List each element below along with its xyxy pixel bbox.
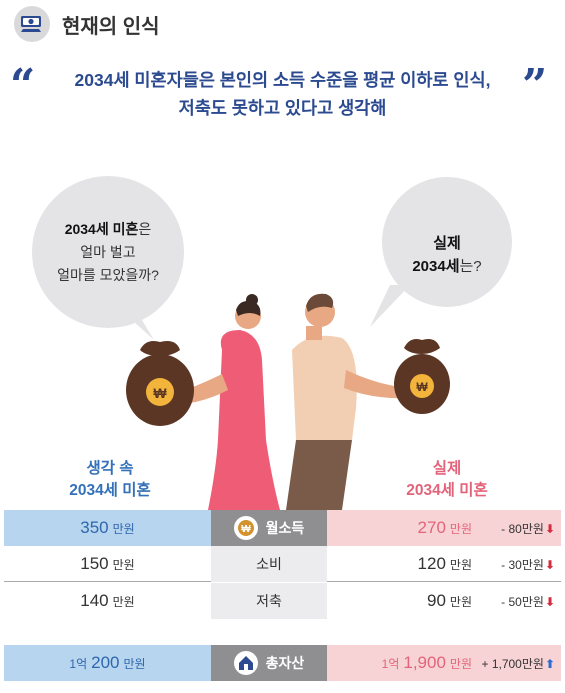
spending-diff-text: - 30만원 <box>501 557 544 572</box>
imagined-income-value: 350 <box>80 518 109 537</box>
assets-diff: + 1,700만원⬆ <box>477 655 555 672</box>
bubble-left-text: 2034세 미혼은 얼마 벌고 얼마를 모았을까? <box>32 218 184 287</box>
svg-text:₩: ₩ <box>241 524 251 535</box>
actual-savings-unit: 만원 <box>449 595 472 609</box>
bubble-right-suffix: 는? <box>459 258 482 275</box>
imagined-spending-value: 150 <box>80 554 109 573</box>
row-label-income-text: 월소득 <box>265 520 305 536</box>
actual-savings-value-wrap: 90 만원 <box>357 591 472 611</box>
imagined-savings: 140 만원 <box>4 583 211 619</box>
won-coin-icon: ₩ <box>233 516 258 540</box>
actual-savings-value: 90 <box>426 591 446 610</box>
savings-diff: - 50만원⬇ <box>477 593 555 610</box>
svg-text:₩: ₩ <box>416 380 428 394</box>
row-label-income: ₩ 월소득 <box>211 510 327 546</box>
arrow-down-icon: ⬇ <box>544 557 555 572</box>
column-header-imagined: 생각 속 2034세 미혼 <box>35 458 185 502</box>
actual-spending-value: 120 <box>417 554 446 573</box>
imagined-savings-unit: 만원 <box>112 594 135 609</box>
bubble-right-line1: 실제 <box>433 235 461 252</box>
row-label-assets-text: 총자산 <box>265 655 305 671</box>
actual-assets: 1억 1,900 만원 + 1,700만원⬆ <box>327 645 561 681</box>
bubble-right-text: 실제 2034세는? <box>382 232 512 278</box>
column-header-actual-line2: 2034세 미혼 <box>406 482 488 499</box>
money-bag-right-icon: ₩ <box>394 339 450 414</box>
actual-assets-value-wrap: 1억 1,900 만원 <box>357 653 472 673</box>
imagined-spending-unit: 만원 <box>112 557 135 572</box>
close-quote-icon: ” <box>522 60 548 111</box>
actual-income-value-wrap: 270 만원 <box>357 518 472 538</box>
arrow-up-icon: ⬆ <box>544 656 555 671</box>
money-bill-icon <box>14 6 50 42</box>
actual-assets-value: 1,900 <box>403 653 446 672</box>
column-header-actual: 실제 2034세 미혼 <box>372 458 522 502</box>
actual-spending-unit: 만원 <box>449 558 472 572</box>
bubble-left-bold: 2034세 미혼 <box>64 221 139 237</box>
table-row-total-assets: 1억 200 만원 총자산 1억 1,900 만원 + 1,700만원⬆ <box>4 645 561 681</box>
actual-savings: 90 만원 - 50만원⬇ <box>327 583 561 619</box>
table-row-income: 350 만원 ₩ 월소득 270 만원 - 80만원⬇ <box>4 510 561 546</box>
actual-spending-value-wrap: 120 만원 <box>357 554 472 574</box>
actual-assets-unit: 만원 <box>449 657 472 671</box>
actual-income-value: 270 <box>417 518 446 537</box>
bubble-left-line2: 얼마 벌고 <box>80 244 136 260</box>
column-header-actual-line1: 실제 <box>432 460 462 477</box>
speech-bubble-left <box>32 176 184 328</box>
column-header-imagined-line1: 생각 속 <box>86 460 134 477</box>
column-header-imagined-line2: 2034세 미혼 <box>69 482 151 499</box>
bubble-tail-right-icon <box>370 285 410 327</box>
arrow-down-icon: ⬇ <box>544 594 555 609</box>
row-label-assets: 총자산 <box>211 645 327 681</box>
bubble-tail-left-icon <box>110 300 154 340</box>
assets-diff-text: + 1,700만원 <box>481 656 544 671</box>
quote-line-1: 2034세 미혼자들은 본인의 소득 수준을 평균 이하로 인식, <box>74 70 491 90</box>
couple-illustration: ₩ ₩ <box>126 293 450 510</box>
imagined-savings-value: 140 <box>80 591 109 610</box>
open-quote-icon: “ <box>10 60 36 111</box>
bubble-right-bold: 2034세 <box>412 258 460 275</box>
imagined-assets: 1억 200 만원 <box>4 645 211 681</box>
table-row-savings: 140 만원 저축 90 만원 - 50만원⬇ <box>4 583 561 619</box>
money-bag-left-icon: ₩ <box>126 341 194 426</box>
quote-line-2: 저축도 못하고 있다고 생각해 <box>178 98 387 118</box>
svg-text:₩: ₩ <box>153 385 167 401</box>
bubble-left-suffix: 은 <box>138 221 152 237</box>
actual-income-unit: 만원 <box>449 522 472 536</box>
imagined-income: 350 만원 <box>4 510 211 546</box>
man-figure <box>286 293 412 510</box>
imagined-assets-value: 200 <box>91 653 120 672</box>
table-row-spending: 150 만원 소비 120 만원 - 30만원⬇ <box>4 546 561 582</box>
house-icon <box>233 651 258 675</box>
summary-quote: 2034세 미혼자들은 본인의 소득 수준을 평균 이하로 인식, 저축도 못하… <box>50 66 515 122</box>
row-label-savings: 저축 <box>211 583 327 619</box>
bubble-left-line3: 얼마를 모았을까? <box>57 267 159 283</box>
actual-assets-prefix: 1억 <box>381 657 400 671</box>
arrow-down-icon: ⬇ <box>544 521 555 536</box>
imagined-assets-prefix: 1억 <box>69 656 88 671</box>
savings-diff-text: - 50만원 <box>501 594 544 609</box>
section-header: 현재의 인식 <box>14 6 160 42</box>
page-title: 현재의 인식 <box>62 15 160 38</box>
actual-income: 270 만원 - 80만원⬇ <box>327 510 561 546</box>
row-label-spending: 소비 <box>211 546 327 582</box>
income-diff-text: - 80만원 <box>501 521 544 536</box>
actual-spending: 120 만원 - 30만원⬇ <box>327 546 561 582</box>
income-diff: - 80만원⬇ <box>477 520 555 537</box>
row-label-spending-text: 소비 <box>256 556 282 572</box>
imagined-assets-unit: 만원 <box>123 656 146 671</box>
spending-diff: - 30만원⬇ <box>477 556 555 573</box>
imagined-spending: 150 만원 <box>4 546 211 582</box>
row-label-savings-text: 저축 <box>256 593 282 609</box>
imagined-income-unit: 만원 <box>112 521 135 536</box>
